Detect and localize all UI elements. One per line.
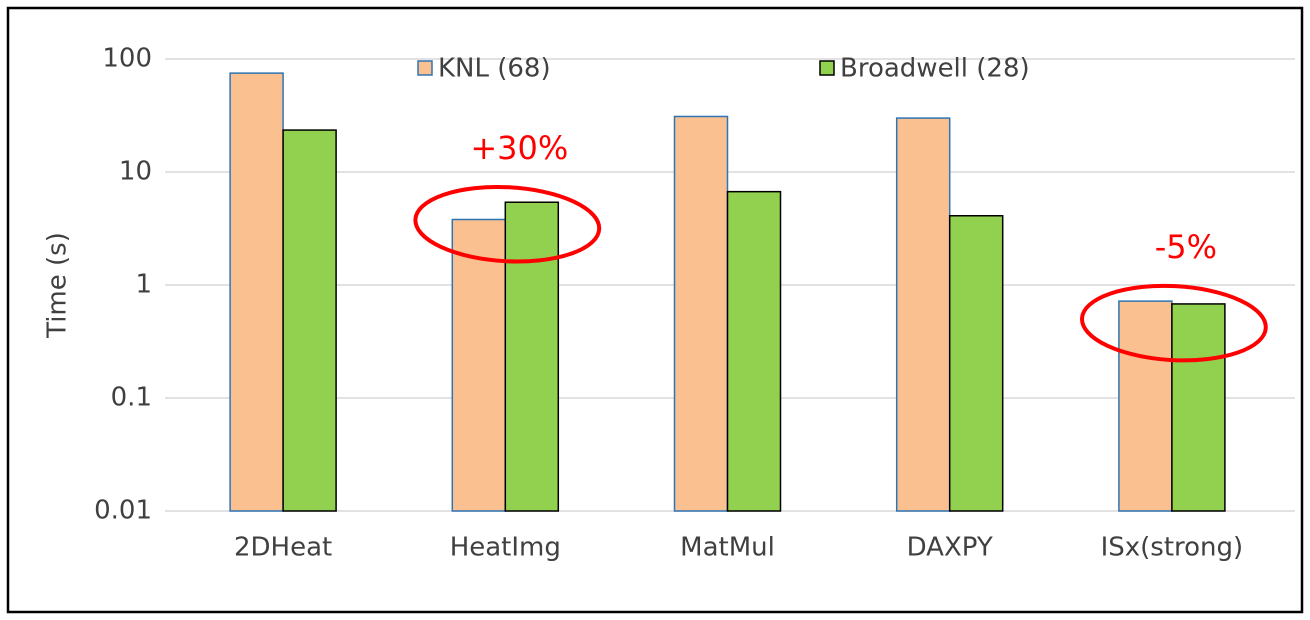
bar [948, 215, 1004, 512]
annotation-text: -5% [1155, 228, 1217, 266]
legend-swatch [819, 60, 835, 76]
y-tick-label: 1 [135, 270, 152, 300]
bar [726, 190, 782, 512]
frame [6, 6, 1304, 614]
bar [1118, 300, 1173, 512]
y-axis-label: Time (s) [43, 232, 73, 339]
bar [1171, 303, 1226, 512]
bar [229, 72, 284, 512]
annotation-ellipse [413, 184, 602, 264]
x-tick-label: HeatImg [450, 533, 561, 563]
y-tick-label: 10 [119, 157, 152, 187]
y-tick-label: 0.01 [94, 496, 152, 526]
x-tick-label: MatMul [680, 533, 775, 563]
y-tick-label: 0.1 [111, 383, 152, 413]
legend-label: Broadwell (28) [840, 54, 1030, 84]
legend-swatch [417, 60, 433, 76]
annotation-text: +30% [470, 129, 568, 167]
x-tick-label: ISx(strong) [1101, 533, 1244, 563]
bar [504, 201, 560, 512]
annotation-ellipse [1080, 283, 1268, 363]
bar [895, 117, 951, 512]
y-tick-label: 100 [102, 44, 152, 74]
x-tick-label: 2DHeat [234, 533, 332, 563]
bar [282, 129, 337, 512]
bar [451, 218, 507, 512]
legend-label: KNL (68) [438, 54, 551, 84]
x-tick-label: DAXPY [907, 533, 993, 563]
bar [673, 115, 729, 512]
